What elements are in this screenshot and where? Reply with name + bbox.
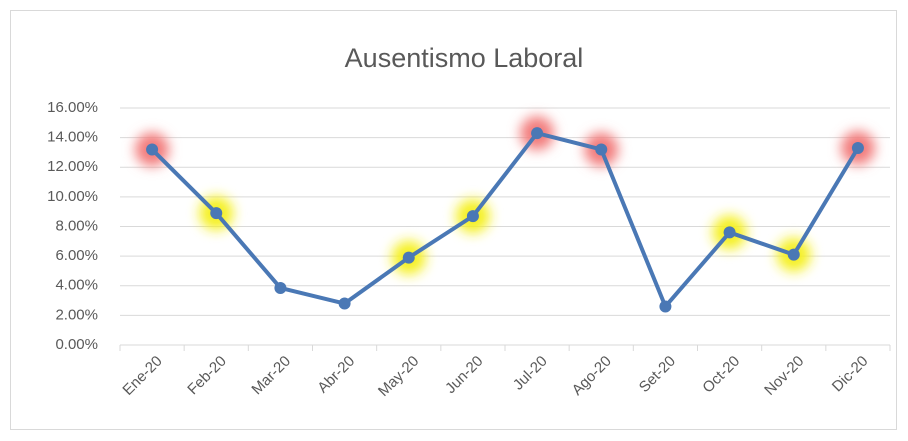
marker xyxy=(274,281,287,294)
y-tick-label: 14.00% xyxy=(47,129,98,146)
marker xyxy=(210,207,223,220)
y-tick-label: 0.00% xyxy=(55,336,98,353)
y-tick-label: 6.00% xyxy=(55,247,98,264)
series-line xyxy=(150,131,860,309)
y-tick-label: 8.00% xyxy=(55,217,98,234)
y-tick-label: 16.00% xyxy=(47,99,98,116)
marker xyxy=(338,297,351,310)
marker xyxy=(402,251,415,264)
marker xyxy=(659,300,672,313)
marker xyxy=(466,210,479,223)
marker xyxy=(595,143,608,156)
chart-border xyxy=(10,10,897,430)
marker xyxy=(787,248,800,261)
y-tick-label: 10.00% xyxy=(47,188,98,205)
marker xyxy=(723,226,736,239)
marker xyxy=(531,127,544,140)
y-tick-label: 2.00% xyxy=(55,306,98,323)
marker xyxy=(851,141,864,154)
chart-title: Ausentismo Laboral xyxy=(345,43,584,73)
marker xyxy=(146,143,159,156)
y-tick-label: 4.00% xyxy=(55,277,98,294)
y-tick-label: 12.00% xyxy=(47,158,98,175)
